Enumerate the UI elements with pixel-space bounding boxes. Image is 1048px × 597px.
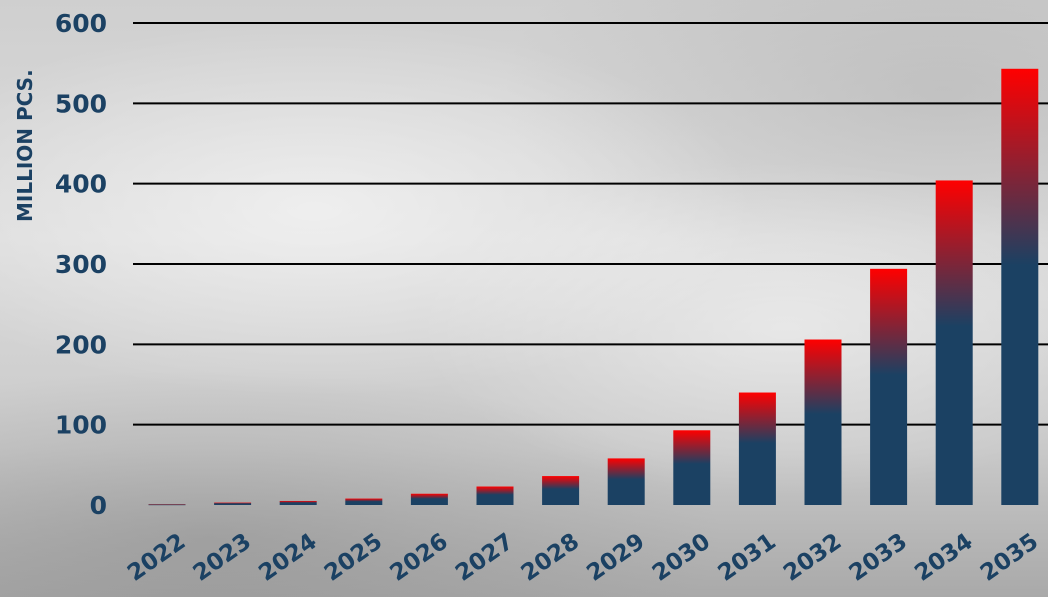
x-axis-ticks: 2022202320242025202620272028202920302031… [123, 529, 1043, 587]
x-tick-label: 2024 [254, 529, 321, 587]
x-tick-label: 2022 [123, 529, 190, 587]
bar-2024 [279, 500, 317, 505]
bar-2028 [542, 476, 580, 505]
bar-2035 [1001, 68, 1039, 505]
bar-2032 [804, 339, 842, 505]
x-tick-label: 2035 [976, 529, 1043, 587]
bar-2027 [476, 486, 514, 505]
x-tick-label: 2033 [845, 529, 912, 587]
gridlines [133, 22, 1048, 426]
x-tick-label: 2028 [517, 529, 584, 587]
bar-2022 [148, 504, 186, 506]
x-tick-label: 2030 [648, 529, 715, 587]
x-tick-label: 2023 [189, 529, 256, 587]
y-tick-label: 100 [55, 411, 107, 440]
bar-2030 [673, 430, 711, 505]
y-tick-label: 300 [55, 250, 107, 279]
y-axis-ticks: 0 100 200 300 400 500 600 [55, 9, 107, 520]
x-tick-label: 2029 [582, 529, 649, 587]
bar-2034 [935, 180, 973, 505]
bar-2029 [607, 458, 645, 505]
x-tick-label: 2034 [910, 529, 977, 587]
x-tick-label: 2027 [451, 529, 518, 587]
y-tick-label: 0 [90, 491, 107, 520]
bar-2025 [345, 498, 383, 505]
y-tick-label: 200 [55, 330, 107, 359]
bars [148, 68, 1039, 506]
bar-2026 [410, 493, 448, 505]
y-tick-label: 400 [55, 170, 107, 199]
bar-2023 [214, 502, 252, 505]
y-tick-label: 600 [55, 9, 107, 38]
bar-2031 [738, 392, 776, 505]
x-tick-label: 2032 [779, 529, 846, 587]
x-tick-label: 2026 [385, 529, 452, 587]
y-tick-label: 500 [55, 89, 107, 118]
x-tick-label: 2031 [713, 529, 780, 587]
x-tick-label: 2025 [320, 529, 387, 587]
bar-2033 [870, 268, 908, 505]
